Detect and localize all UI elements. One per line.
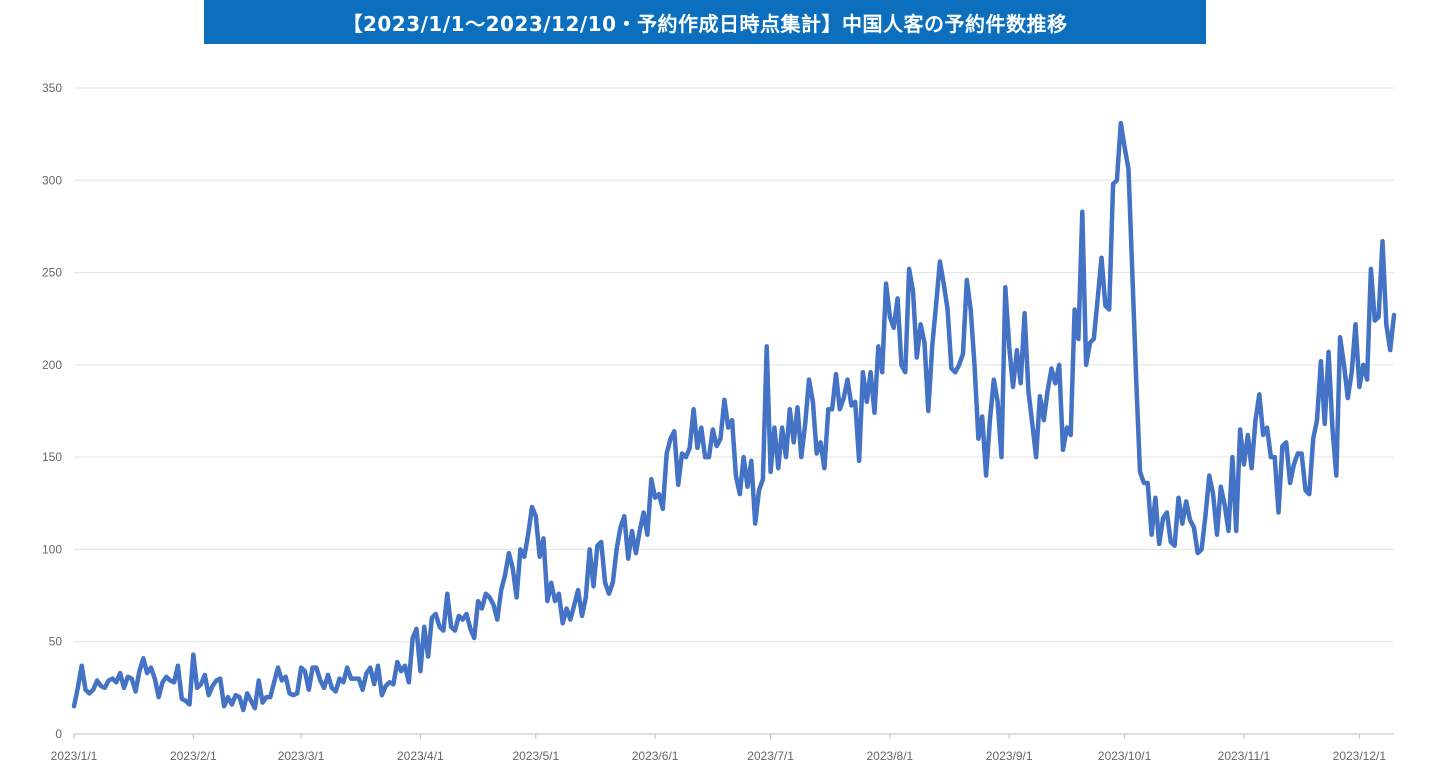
x-tick-label: 2023/12/1 — [1333, 749, 1387, 763]
y-axis-tick-labels: 0 50 100 150 200 250 300 350 — [42, 81, 62, 741]
chart-title: 【2023/1/1～2023/12/10・予約作成日時点集計】中国人客の予約件数… — [204, 0, 1206, 44]
x-tick-label: 2023/9/1 — [986, 749, 1033, 763]
x-tick-label: 2023/4/1 — [397, 749, 444, 763]
grid-lines — [74, 87, 1394, 735]
y-tick-label: 350 — [42, 81, 62, 95]
y-tick-label: 300 — [42, 173, 62, 187]
y-tick-label: 50 — [49, 635, 63, 649]
y-tick-label: 200 — [42, 358, 62, 372]
y-tick-label: 150 — [42, 450, 62, 464]
y-tick-label: 250 — [42, 266, 62, 280]
y-tick-label: 0 — [55, 727, 62, 741]
x-tick-label: 2023/3/1 — [278, 749, 325, 763]
x-tick-label: 2023/11/1 — [1218, 749, 1271, 763]
x-tick-label: 2023/10/1 — [1098, 749, 1152, 763]
y-tick-label: 100 — [42, 542, 62, 556]
x-tick-label: 2023/7/1 — [747, 749, 794, 763]
series-line — [71, 120, 1397, 713]
x-tick-label: 2023/2/1 — [170, 749, 217, 763]
x-axis-tick-labels: 2023/1/1 2023/2/1 2023/3/1 2023/4/1 2023/5/1… — [51, 734, 1387, 763]
x-tick-label: 2023/6/1 — [632, 749, 679, 763]
x-tick-label: 2023/8/1 — [867, 749, 914, 763]
x-tick-label: 2023/1/1 — [51, 749, 98, 763]
x-tick-label: 2023/5/1 — [512, 749, 559, 763]
